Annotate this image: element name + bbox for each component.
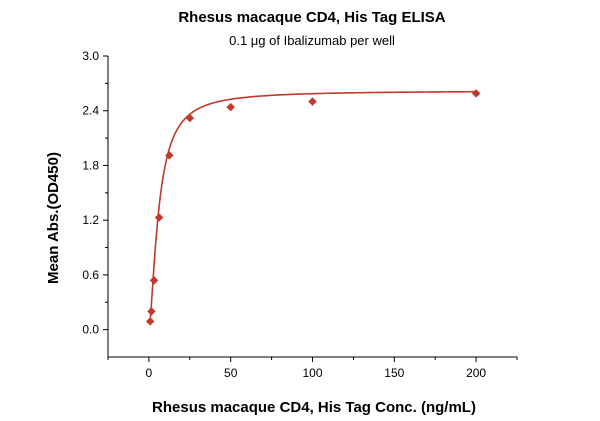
data-point: [154, 213, 164, 222]
data-points: [145, 89, 481, 326]
x-axis-label: Rhesus macaque CD4, His Tag Conc. (ng/mL…: [152, 399, 476, 416]
x-tick-label: 200: [466, 366, 486, 380]
data-point: [185, 113, 195, 123]
fit-curve: [149, 90, 477, 320]
x-ticks: 0 50 100 150 200: [107, 357, 518, 380]
data-point: [147, 307, 156, 316]
y-tick-label: 0.6: [82, 268, 99, 282]
y-axis-label: Mean Abs.(OD450): [45, 152, 62, 284]
y-ticks: 0.0 0.6 1.2 1.8 2.4 3.0: [82, 49, 108, 337]
x-tick-label: 0: [146, 366, 153, 380]
y-tick-label: 3.0: [82, 49, 99, 63]
y-tick-label: 1.2: [82, 213, 99, 227]
data-point: [145, 317, 155, 326]
x-tick-label: 150: [384, 366, 404, 380]
x-tick-label: 50: [224, 366, 238, 380]
data-point: [471, 89, 481, 98]
chart-title: Rhesus macaque CD4, His Tag ELISA: [178, 9, 445, 26]
data-point: [164, 151, 174, 160]
data-point: [149, 276, 159, 285]
chart-subtitle: 0.1 μg of Ibalizumab per well: [229, 33, 395, 48]
y-tick-label: 1.8: [82, 158, 99, 172]
y-tick-label: 0.0: [82, 323, 99, 337]
data-point: [308, 97, 317, 106]
x-tick-label: 100: [302, 366, 322, 380]
data-point: [226, 102, 236, 112]
y-tick-label: 2.4: [82, 104, 99, 118]
